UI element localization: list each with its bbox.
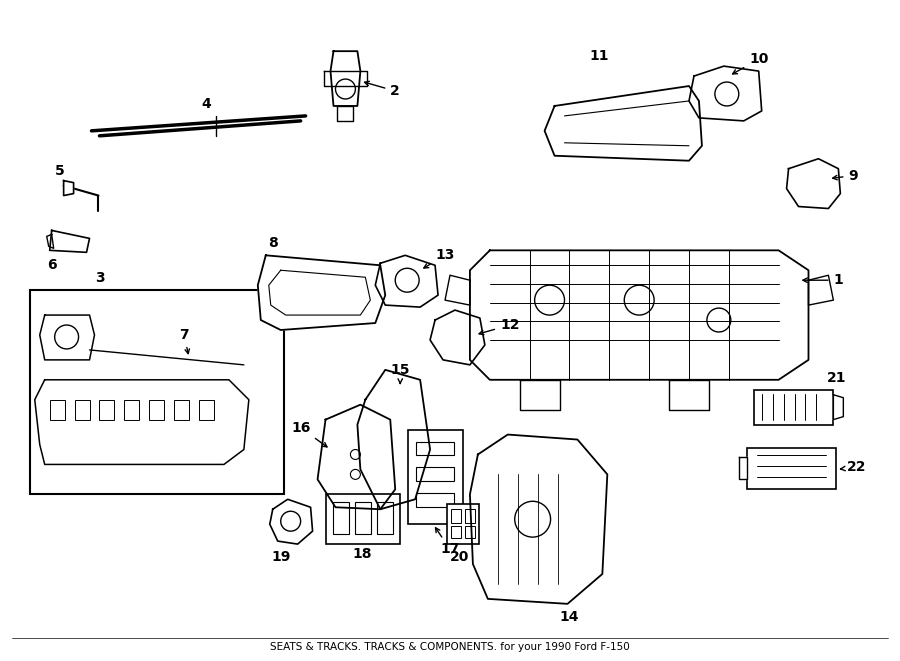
Polygon shape — [64, 180, 74, 196]
Text: 19: 19 — [271, 550, 291, 564]
Polygon shape — [318, 405, 395, 509]
Bar — [416, 442, 454, 455]
Polygon shape — [669, 380, 709, 410]
Text: SEATS & TRACKS. TRACKS & COMPONENTS. for your 1990 Ford F-150: SEATS & TRACKS. TRACKS & COMPONENTS. for… — [270, 642, 630, 652]
Bar — [747, 447, 836, 489]
Polygon shape — [375, 255, 438, 307]
Polygon shape — [808, 275, 833, 305]
Bar — [451, 526, 461, 538]
Bar — [334, 502, 349, 534]
Text: 13: 13 — [424, 249, 454, 268]
Text: 18: 18 — [353, 547, 372, 561]
Bar — [377, 502, 393, 534]
Text: 20: 20 — [450, 550, 470, 564]
Bar — [199, 400, 214, 420]
Bar — [451, 509, 461, 524]
Bar — [409, 430, 463, 524]
Polygon shape — [270, 499, 312, 544]
Polygon shape — [357, 370, 430, 509]
Bar — [30, 290, 284, 494]
Bar — [326, 494, 400, 544]
Polygon shape — [50, 231, 89, 253]
Text: 5: 5 — [55, 164, 65, 178]
Polygon shape — [40, 315, 94, 360]
Bar — [416, 493, 454, 507]
Polygon shape — [430, 310, 485, 365]
Text: 4: 4 — [202, 97, 211, 111]
Text: 12: 12 — [479, 318, 519, 334]
Bar — [465, 509, 475, 524]
Text: 1: 1 — [803, 273, 843, 288]
Polygon shape — [470, 251, 808, 380]
Polygon shape — [689, 66, 761, 121]
Bar — [465, 526, 475, 538]
Text: 14: 14 — [560, 610, 580, 624]
Bar — [175, 400, 189, 420]
Text: 16: 16 — [291, 420, 327, 447]
Text: 2: 2 — [364, 81, 400, 98]
Text: 7: 7 — [179, 328, 189, 354]
Bar — [124, 400, 140, 420]
Text: 21: 21 — [826, 371, 846, 385]
Text: 15: 15 — [391, 363, 410, 383]
Polygon shape — [269, 270, 370, 315]
Text: 22: 22 — [841, 461, 866, 475]
Polygon shape — [470, 434, 608, 604]
Text: 17: 17 — [436, 527, 460, 556]
Text: 8: 8 — [268, 237, 277, 251]
Polygon shape — [47, 235, 54, 249]
Polygon shape — [445, 275, 470, 305]
Text: 9: 9 — [832, 169, 858, 182]
Polygon shape — [35, 380, 248, 465]
Polygon shape — [833, 395, 843, 420]
Bar — [447, 504, 479, 544]
Text: 6: 6 — [47, 258, 57, 272]
Polygon shape — [544, 86, 702, 161]
Polygon shape — [257, 255, 385, 330]
Text: 10: 10 — [733, 52, 769, 74]
Text: 11: 11 — [590, 49, 609, 63]
Bar — [149, 400, 164, 420]
Polygon shape — [519, 380, 560, 410]
Bar — [416, 467, 454, 481]
Polygon shape — [338, 106, 354, 121]
Bar — [50, 400, 65, 420]
Bar — [75, 400, 89, 420]
Bar — [356, 502, 372, 534]
Bar — [753, 390, 833, 424]
Bar — [100, 400, 114, 420]
Polygon shape — [787, 159, 841, 208]
Polygon shape — [323, 71, 367, 86]
Text: 3: 3 — [94, 271, 104, 285]
Polygon shape — [739, 457, 747, 479]
Polygon shape — [330, 51, 360, 106]
